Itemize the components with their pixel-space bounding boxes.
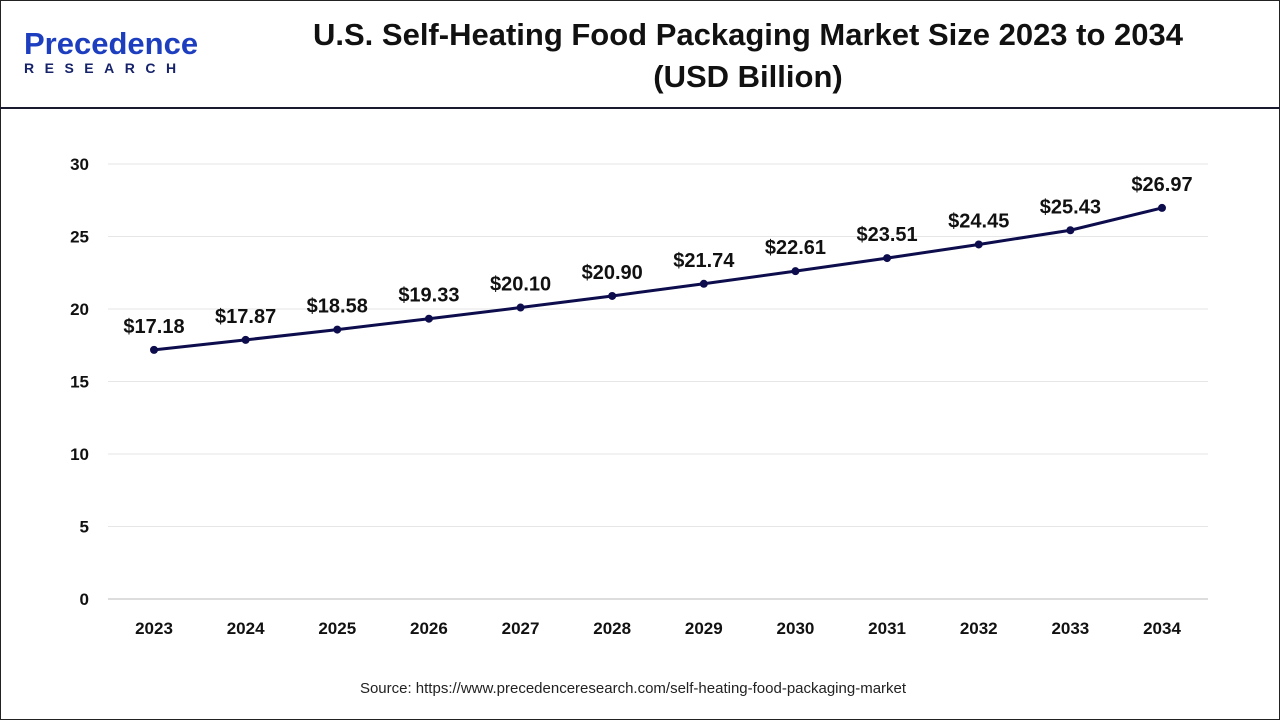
y-tick-label: 0	[80, 590, 89, 609]
x-tick-label: 2031	[868, 619, 906, 638]
data-label: $18.58	[307, 296, 368, 318]
data-point	[883, 254, 892, 263]
x-tick-label: 2029	[685, 619, 723, 638]
y-tick-label: 5	[80, 518, 89, 537]
y-tick-label: 10	[70, 445, 89, 464]
data-label: $21.74	[673, 250, 735, 272]
data-point	[1158, 203, 1166, 212]
x-tick-label: 2030	[777, 619, 815, 638]
x-tick-label: 2024	[227, 619, 265, 638]
data-label: $20.90	[582, 262, 643, 284]
data-point	[699, 279, 708, 288]
data-label: $19.33	[398, 285, 459, 307]
x-tick-label: 2027	[502, 619, 540, 638]
y-tick-label: 30	[70, 155, 89, 174]
data-point	[791, 267, 800, 276]
series-line	[153, 206, 1163, 352]
y-tick-label: 15	[70, 373, 89, 392]
data-label: $22.61	[765, 237, 826, 259]
data-label: $23.51	[857, 224, 918, 246]
data-point	[608, 291, 617, 300]
data-label: $25.43	[1040, 196, 1101, 218]
data-point	[424, 314, 433, 323]
title-line-1: U.S. Self-Heating Food Packaging Market …	[313, 17, 1183, 52]
data-label: $17.18	[123, 316, 184, 338]
data-label: $26.97	[1131, 174, 1192, 196]
logo-name: Precedence	[24, 26, 199, 61]
x-tick-label: 2034	[1143, 619, 1181, 638]
x-tick-label: 2033	[1051, 619, 1089, 638]
data-label: $24.45	[948, 210, 1009, 232]
data-point	[241, 335, 250, 344]
logo-sub: RESEARCH	[24, 60, 187, 76]
x-tick-label: 2025	[318, 619, 356, 638]
data-label: $20.10	[490, 274, 551, 296]
title-line-2: (USD Billion)	[653, 59, 843, 94]
y-tick-label: 25	[70, 228, 89, 247]
x-tick-label: 2023	[135, 619, 173, 638]
y-tick-label: 20	[70, 300, 89, 319]
chart-title: U.S. Self-Heating Food Packaging Market …	[260, 14, 1236, 98]
data-point	[333, 325, 342, 334]
header: Precedence RESEARCH U.S. Self-Heating Fo…	[0, 0, 1280, 109]
data-point	[974, 240, 983, 249]
x-tick-label: 2028	[593, 619, 631, 638]
data-point	[516, 303, 525, 312]
data-point	[150, 345, 158, 354]
x-tick-label: 2032	[960, 619, 998, 638]
x-tick-label: 2026	[410, 619, 448, 638]
precedence-research-logo: Precedence RESEARCH	[24, 26, 199, 77]
source-text: Source: https://www.precedenceresearch.c…	[359, 680, 907, 697]
data-point	[1066, 226, 1075, 235]
data-label: $17.87	[215, 306, 276, 328]
